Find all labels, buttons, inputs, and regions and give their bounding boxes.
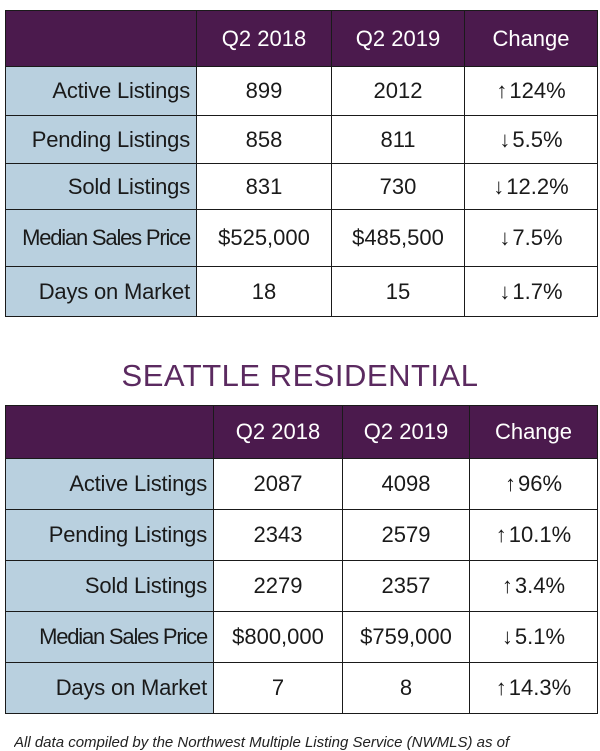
cell-change: ↓5.5% <box>464 115 598 164</box>
cell-q2-2019: 2012 <box>331 66 465 116</box>
cell-q2-2018: 18 <box>196 266 332 317</box>
cell-q2-2018: 899 <box>196 66 332 116</box>
cell-change: ↑96% <box>469 458 598 510</box>
arrow-down-icon: ↓ <box>493 173 505 199</box>
header-corner-cell <box>5 10 197 67</box>
cell-change: ↓7.5% <box>464 209 598 267</box>
row-label: Days on Market <box>5 266 197 317</box>
table-row: Active Listings 2087 4098 ↑96% <box>5 458 598 510</box>
cell-q2-2019: $485,500 <box>331 209 465 267</box>
cell-q2-2019: 2579 <box>342 509 470 561</box>
change-value: 10.1% <box>508 522 572 547</box>
cell-change: ↓12.2% <box>464 163 598 210</box>
cell-change: ↑124% <box>464 66 598 116</box>
row-label: Sold Listings <box>5 163 197 210</box>
change-value: 1.7% <box>512 278 563 304</box>
cell-q2-2018: 2279 <box>213 560 343 612</box>
row-label: Days on Market <box>5 662 214 714</box>
arrow-down-icon: ↓ <box>499 278 511 304</box>
row-label: Median Sales Price <box>5 209 197 267</box>
arrow-up-icon: ↑ <box>496 78 508 103</box>
cell-change: ↑3.4% <box>469 560 598 612</box>
cell-q2-2018: 858 <box>196 115 332 164</box>
arrow-down-icon: ↓ <box>499 126 511 152</box>
cell-q2-2019: 730 <box>331 163 465 210</box>
change-value: 7.5% <box>512 225 563 250</box>
cell-change: ↓5.1% <box>469 611 598 663</box>
arrow-up-icon: ↑ <box>495 675 507 700</box>
row-label: Active Listings <box>5 458 214 510</box>
cell-change: ↑10.1% <box>469 509 598 561</box>
arrow-up-icon: ↑ <box>495 522 507 547</box>
table-row: Sold Listings 831 730 ↓12.2% <box>5 163 598 210</box>
table-row: Active Listings 899 2012 ↑124% <box>5 66 598 116</box>
cell-change: ↓1.7% <box>464 266 598 317</box>
cell-change: ↑14.3% <box>469 662 598 714</box>
arrow-up-icon: ↑ <box>501 573 513 598</box>
header-row: Q2 2018 Q2 2019 Change <box>5 405 598 459</box>
table-row: Median Sales Price $800,000 $759,000 ↓5.… <box>5 611 598 663</box>
cell-q2-2018: 831 <box>196 163 332 210</box>
column-header-q2-2019: Q2 2019 <box>342 405 470 459</box>
change-value: 5.5% <box>512 126 563 152</box>
column-header-q2-2018: Q2 2018 <box>196 10 332 67</box>
table-row: Median Sales Price $525,000 $485,500 ↓7.… <box>5 209 598 267</box>
cell-q2-2018: 2343 <box>213 509 343 561</box>
arrow-up-icon: ↑ <box>504 471 516 496</box>
seattle-stats-table: Q2 2018 Q2 2019 Change Active Listings 2… <box>5 405 598 714</box>
row-label: Sold Listings <box>5 560 214 612</box>
cell-q2-2019: 8 <box>342 662 470 714</box>
change-value: 5.1% <box>514 624 566 649</box>
cell-q2-2018: 2087 <box>213 458 343 510</box>
header-row: Q2 2018 Q2 2019 Change <box>5 10 598 67</box>
column-header-change: Change <box>464 10 598 67</box>
column-header-change: Change <box>469 405 598 459</box>
footnote: All data compiled by the Northwest Multi… <box>14 734 510 751</box>
change-value: 3.4% <box>514 573 566 598</box>
change-value: 96% <box>517 471 563 496</box>
cell-q2-2019: 2357 <box>342 560 470 612</box>
change-value: 12.2% <box>506 173 569 199</box>
cell-q2-2018: $800,000 <box>213 611 343 663</box>
row-label: Active Listings <box>5 66 197 116</box>
arrow-down-icon: ↓ <box>499 225 511 250</box>
cell-q2-2018: $525,000 <box>196 209 332 267</box>
cell-q2-2019: 811 <box>331 115 465 164</box>
cell-q2-2019: 4098 <box>342 458 470 510</box>
cell-q2-2019: $759,000 <box>342 611 470 663</box>
table-row: Days on Market 7 8 ↑14.3% <box>5 662 598 714</box>
table-row: Pending Listings 2343 2579 ↑10.1% <box>5 509 598 561</box>
table-row: Pending Listings 858 811 ↓5.5% <box>5 115 598 164</box>
column-header-q2-2018: Q2 2018 <box>213 405 343 459</box>
row-label: Pending Listings <box>5 115 197 164</box>
arrow-down-icon: ↓ <box>501 624 513 649</box>
section-title: SEATTLE RESIDENTIAL <box>121 358 479 393</box>
row-label: Pending Listings <box>5 509 214 561</box>
change-value: 14.3% <box>508 675 572 700</box>
cell-q2-2019: 15 <box>331 266 465 317</box>
table-row: Sold Listings 2279 2357 ↑3.4% <box>5 560 598 612</box>
change-value: 124% <box>509 78 566 103</box>
cell-q2-2018: 7 <box>213 662 343 714</box>
header-corner-cell <box>5 405 214 459</box>
top-stats-table: Q2 2018 Q2 2019 Change Active Listings 8… <box>5 10 598 317</box>
row-label: Median Sales Price <box>5 611 214 663</box>
column-header-q2-2019: Q2 2019 <box>331 10 465 67</box>
table-row: Days on Market 18 15 ↓1.7% <box>5 266 598 317</box>
